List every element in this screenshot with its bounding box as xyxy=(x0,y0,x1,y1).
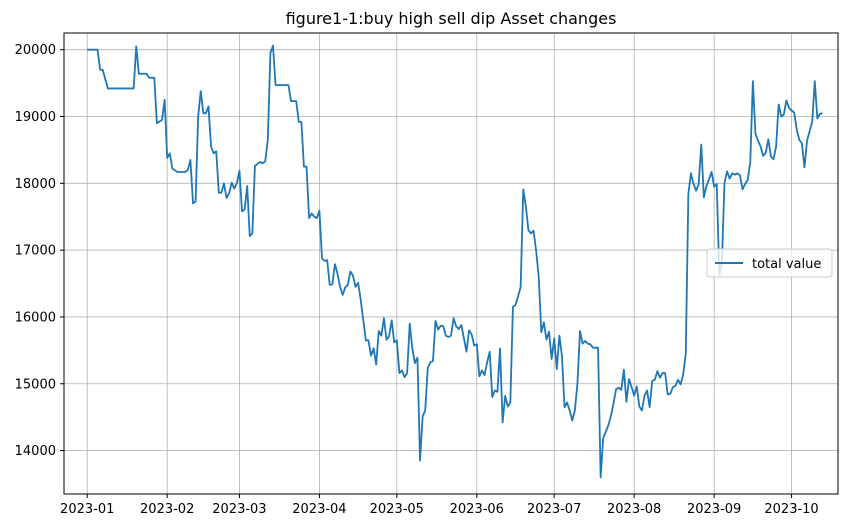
legend-label-total-value: total value xyxy=(752,257,821,272)
legend: total value xyxy=(706,248,833,278)
plot-area-frame xyxy=(63,32,839,495)
y-tick-label: 17000 xyxy=(15,244,56,259)
series-line-total-value xyxy=(87,44,823,479)
y-tick-label: 16000 xyxy=(15,310,56,325)
x-tick-label: 2023-07 xyxy=(527,502,581,517)
y-tick-label: 18000 xyxy=(15,177,56,192)
x-tick-label: 2023-05 xyxy=(370,502,424,517)
series-layer xyxy=(87,44,823,479)
x-tick-label: 2023-10 xyxy=(764,502,818,517)
legend-box xyxy=(706,248,833,278)
x-tick-label: 2023-09 xyxy=(687,502,741,517)
chart-title: figure1-1:buy high sell dip Asset change… xyxy=(286,9,617,28)
x-tick-label: 2023-03 xyxy=(212,502,266,517)
axis-ticks: 2023-01 2023-02 2023-03 2023-04 2023-05 2023-… xyxy=(15,43,819,517)
y-tick-label: 14000 xyxy=(15,444,56,459)
y-tick-label: 19000 xyxy=(15,110,56,125)
y-tick-label: 20000 xyxy=(15,43,56,58)
x-tick-label: 2023-06 xyxy=(450,502,504,517)
x-tick-label: 2023-01 xyxy=(60,502,114,517)
x-tick-label: 2023-02 xyxy=(140,502,194,517)
x-tick-label: 2023-08 xyxy=(607,502,661,517)
x-tick-label: 2023-04 xyxy=(292,502,346,517)
y-tick-label: 15000 xyxy=(15,377,56,392)
